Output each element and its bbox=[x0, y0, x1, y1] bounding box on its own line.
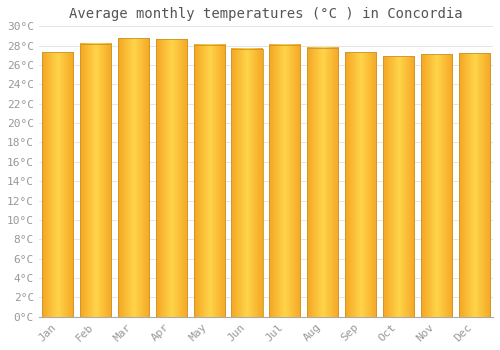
Bar bbox=[80, 44, 111, 317]
Bar bbox=[42, 52, 74, 317]
Bar bbox=[156, 39, 187, 317]
Bar bbox=[458, 54, 490, 317]
Bar bbox=[270, 45, 300, 317]
Bar bbox=[421, 54, 452, 317]
Bar bbox=[194, 45, 224, 317]
Bar bbox=[118, 38, 149, 317]
Bar bbox=[232, 49, 262, 317]
Bar bbox=[345, 52, 376, 317]
Title: Average monthly temperatures (°C ) in Concordia: Average monthly temperatures (°C ) in Co… bbox=[69, 7, 462, 21]
Bar bbox=[307, 48, 338, 317]
Bar bbox=[383, 56, 414, 317]
